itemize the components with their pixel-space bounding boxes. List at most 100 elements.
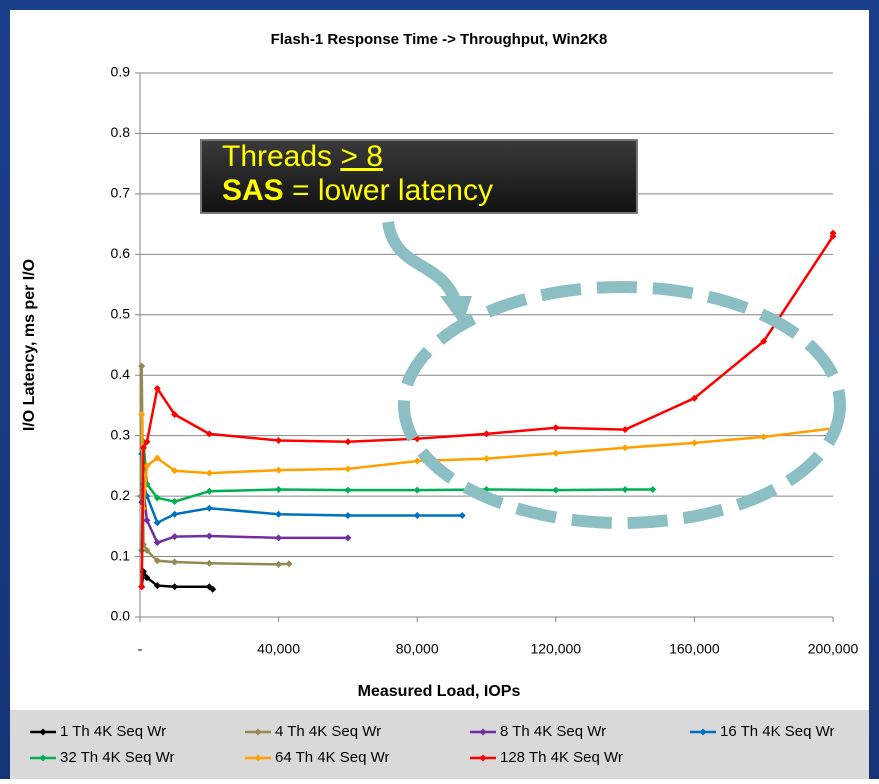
- data-point: [171, 583, 179, 591]
- y-axis-label: I/O Latency, ms per I/O: [21, 259, 38, 431]
- data-point: [153, 539, 161, 547]
- annotation-box: [200, 139, 638, 214]
- data-point: [153, 385, 161, 393]
- data-point: [143, 438, 151, 446]
- x-tick-label: 40,000: [257, 641, 300, 657]
- data-point: [483, 430, 490, 438]
- legend-marker: [39, 754, 47, 762]
- legend-label: 128 Th 4K Seq Wr: [500, 749, 623, 766]
- data-point: [275, 510, 283, 518]
- y-tick-label: 0.0: [111, 608, 131, 624]
- highlight-ellipse: [398, 281, 846, 529]
- data-point: [649, 485, 657, 493]
- legend-marker: [699, 728, 707, 736]
- y-tick-label: 0.8: [111, 124, 131, 140]
- data-point: [275, 437, 283, 445]
- x-tick-label: 80,000: [396, 641, 439, 657]
- data-point: [143, 574, 151, 582]
- data-point: [760, 337, 768, 345]
- data-point: [138, 583, 146, 591]
- data-point: [275, 485, 283, 493]
- data-point: [458, 511, 466, 519]
- x-tick-label: 120,000: [530, 641, 581, 657]
- chart-title: Flash-1 Response Time -> Throughput, Win…: [271, 31, 608, 48]
- data-point: [153, 582, 161, 590]
- x-tick-label: -: [138, 641, 143, 657]
- data-point: [205, 532, 213, 540]
- data-point: [171, 498, 179, 506]
- legend-marker: [39, 728, 47, 736]
- annotation-line-2: SAS = lower latency: [222, 174, 493, 207]
- legend-label: 32 Th 4K Seq Wr: [60, 749, 175, 766]
- data-point: [205, 559, 213, 567]
- legend-label: 8 Th 4K Seq Wr: [500, 723, 606, 740]
- data-point: [285, 560, 293, 568]
- data-point: [760, 433, 768, 441]
- series-line: [140, 233, 835, 587]
- data-point: [344, 534, 352, 542]
- data-point: [552, 486, 560, 494]
- y-tick-label: 0.7: [111, 185, 131, 201]
- data-point: [552, 449, 560, 457]
- legend-label: 64 Th 4K Seq Wr: [275, 749, 390, 766]
- legend-label: 1 Th 4K Seq Wr: [60, 723, 166, 740]
- data-point: [153, 557, 161, 565]
- data-point: [413, 457, 421, 465]
- legend-label: 4 Th 4K Seq Wr: [275, 723, 381, 740]
- data-point: [205, 504, 213, 512]
- data-point: [621, 444, 629, 452]
- data-point: [153, 454, 161, 462]
- data-point: [621, 426, 629, 434]
- data-point: [413, 486, 421, 494]
- y-tick-label: 0.3: [111, 426, 131, 442]
- data-point: [171, 467, 179, 475]
- y-tick-label: 0.1: [111, 547, 131, 563]
- arrow-head: [440, 296, 472, 326]
- y-tick-label: 0.5: [111, 305, 131, 321]
- legend-marker: [254, 754, 262, 762]
- legend-marker: [254, 728, 262, 736]
- data-point: [344, 511, 352, 519]
- data-point: [344, 465, 352, 473]
- data-point: [205, 430, 213, 438]
- plot-background: [10, 10, 869, 710]
- x-tick-label: 160,000: [669, 641, 720, 657]
- data-point: [143, 462, 151, 470]
- y-tick-label: 0.2: [111, 487, 131, 503]
- legend-marker: [479, 728, 487, 736]
- data-point: [344, 438, 352, 446]
- data-point: [171, 533, 179, 541]
- data-point: [275, 560, 283, 568]
- y-tick-label: 0.9: [111, 64, 131, 80]
- data-point: [138, 362, 146, 370]
- y-tick-label: 0.6: [111, 245, 131, 261]
- data-point: [153, 494, 161, 502]
- data-point: [275, 534, 283, 542]
- x-tick-label: 200,000: [808, 641, 859, 657]
- annotation-line-1: Threads > 8: [222, 140, 383, 173]
- data-point: [153, 519, 161, 527]
- data-point: [690, 439, 698, 447]
- data-point: [205, 469, 213, 477]
- data-point: [205, 487, 213, 495]
- data-point: [690, 394, 698, 402]
- data-point: [829, 229, 837, 237]
- data-point: [139, 444, 147, 452]
- data-point: [209, 585, 217, 593]
- data-point: [171, 411, 179, 419]
- data-point: [275, 466, 283, 474]
- data-point: [483, 455, 490, 463]
- data-point: [143, 516, 151, 524]
- x-axis-label: Measured Load, IOPs: [358, 683, 521, 700]
- legend-marker: [479, 754, 487, 762]
- data-point: [171, 510, 179, 518]
- data-point: [413, 511, 421, 519]
- arrow: [382, 220, 461, 303]
- data-point: [344, 486, 352, 494]
- legend-background: [10, 710, 869, 779]
- legend-label: 16 Th 4K Seq Wr: [720, 723, 835, 740]
- data-point: [138, 411, 146, 419]
- data-point: [171, 558, 179, 566]
- data-point: [552, 424, 560, 432]
